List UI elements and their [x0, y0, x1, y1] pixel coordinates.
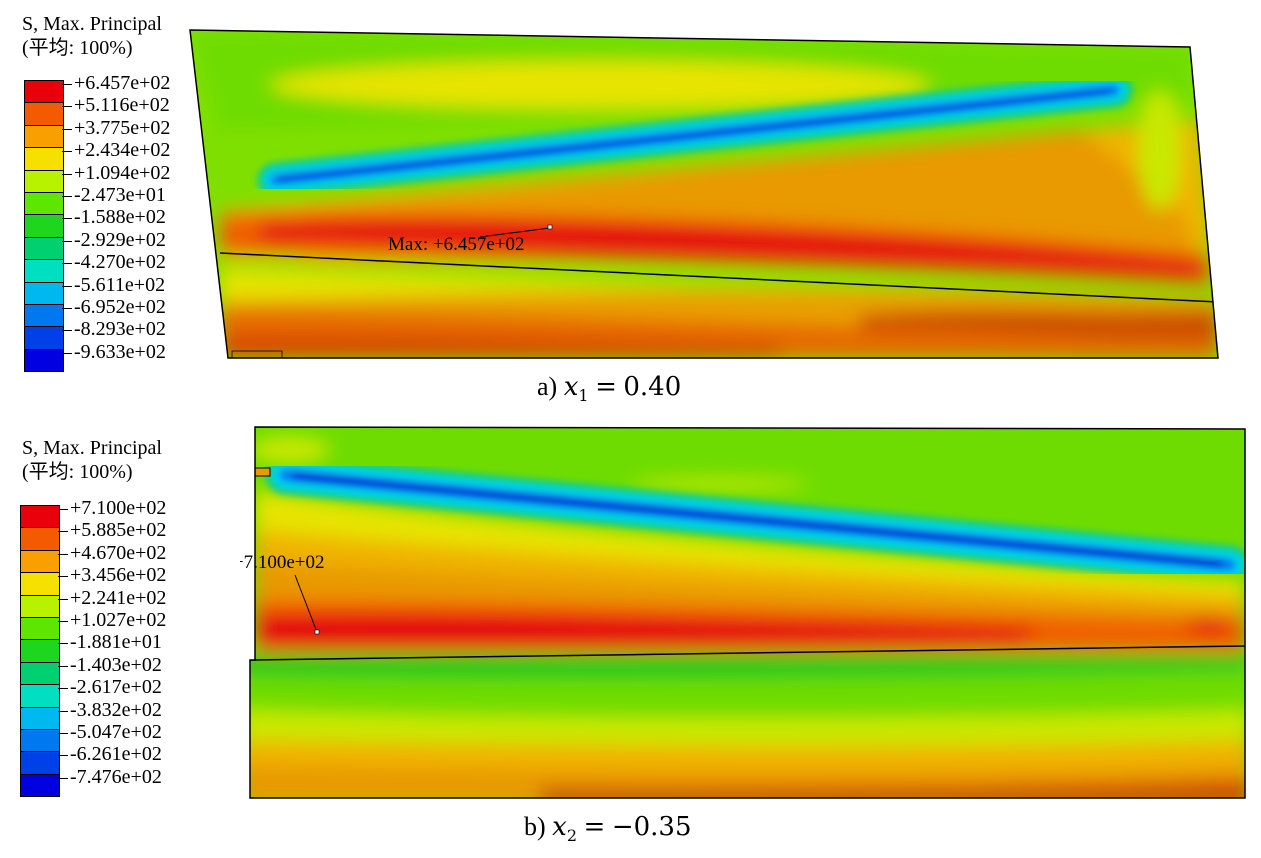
legend-tick-label: -9.633e+02 — [62, 341, 166, 363]
legend-tick-label: +7.100e+02 — [58, 497, 166, 519]
legend-title: S, Max. Principal — [22, 437, 162, 459]
legend-averaging: (平均: 100%) — [22, 461, 133, 483]
caption-equals: = — [595, 372, 617, 402]
legend-tick-label: -8.293e+02 — [62, 318, 166, 340]
legend-tick-label: +2.434e+02 — [62, 139, 170, 161]
legend-swatch — [24, 214, 64, 238]
legend-swatch — [24, 326, 64, 350]
caption-prefix: b) — [524, 812, 546, 841]
legend-title: S, Max. Principal — [22, 13, 162, 35]
contour-plot-a: Max: +6.457e+02 — [189, 29, 1219, 359]
legend-swatch — [24, 80, 64, 104]
legend-tick-label: -1.588e+02 — [62, 206, 166, 228]
legend-tick-label: +2.241e+02 — [58, 587, 166, 609]
legend-swatch — [24, 304, 64, 328]
legend-tick-label: -4.270e+02 — [62, 251, 166, 273]
caption-variable: x — [563, 372, 579, 402]
legend-tick-label: -5.611e+02 — [62, 274, 165, 296]
legend-swatch — [20, 729, 60, 753]
max-leader-a — [479, 227, 551, 238]
legend-tick-label: +3.775e+02 — [62, 117, 170, 139]
legend-swatch — [24, 169, 64, 193]
legend-swatch — [24, 147, 64, 171]
max-leader-b — [294, 574, 318, 633]
legend-swatch — [24, 102, 64, 126]
legend-swatch — [20, 549, 60, 574]
legend-tick-label: -3.832e+02 — [58, 699, 162, 721]
legend-swatch — [24, 236, 64, 261]
legend-swatch — [20, 527, 60, 551]
legend-swatch — [24, 124, 64, 149]
legend-swatch — [20, 639, 60, 663]
max-label-b: Max: +7.100e+02 — [240, 552, 324, 573]
legend-swatch — [20, 617, 60, 641]
legend-swatch — [24, 259, 64, 283]
legend-tick-label: -2.929e+02 — [62, 229, 166, 251]
legend-a: S, Max. Principal (平均: 100%) — [22, 12, 162, 60]
legend-tick-label: -6.261e+02 — [58, 743, 162, 765]
legend-tick-label: +5.116e+02 — [62, 94, 170, 116]
legend-swatch — [24, 192, 64, 216]
legend-tick-label: -1.403e+02 — [58, 654, 162, 676]
caption-value: −0.35 — [611, 812, 692, 842]
caption-equals: = — [583, 812, 606, 842]
legend-averaging: (平均: 100%) — [22, 37, 133, 59]
caption-prefix: a) — [537, 372, 558, 401]
legend-swatch — [20, 751, 60, 775]
legend-tick-label: +1.027e+02 — [58, 609, 166, 631]
legend-swatch — [20, 572, 60, 596]
caption-subscript: 2 — [566, 826, 578, 846]
legend-tick-label: +4.670e+02 — [58, 542, 166, 564]
legend-swatch — [20, 594, 60, 618]
legend-swatch — [20, 706, 60, 730]
caption-variable: x — [552, 812, 567, 842]
legend-tick-label: +5.885e+02 — [58, 519, 166, 541]
legend-tick-label: -7.476e+02 — [58, 766, 162, 788]
legend-swatch — [24, 348, 64, 373]
legend-swatch — [20, 773, 60, 798]
legend-tick-label: -5.047e+02 — [58, 721, 162, 743]
legend-swatch — [20, 661, 60, 686]
legend-tick-label: -2.617e+02 — [58, 676, 162, 698]
legend-swatch — [24, 281, 64, 305]
caption-subscript: 1 — [578, 386, 589, 406]
legend-swatch — [20, 505, 60, 529]
legend-tick-label: -2.473e+01 — [62, 184, 166, 206]
legend-tick-label: +3.456e+02 — [58, 564, 166, 586]
max-label-a: Max: +6.457e+02 — [388, 234, 524, 255]
legend-swatch — [20, 684, 60, 708]
legend-tick-label: +1.094e+02 — [62, 162, 170, 184]
contour-plot-b: Max: +7.100e+02 — [240, 426, 1246, 799]
caption-a: a) x1 = 0.40 — [537, 372, 681, 405]
legend-tick-label: -1.881e+01 — [58, 631, 162, 653]
legend-tick-label: -6.952e+02 — [62, 296, 166, 318]
caption-value: 0.40 — [623, 372, 682, 402]
caption-b: b) x2 = −0.35 — [524, 812, 692, 845]
legend-b: S, Max. Principal (平均: 100%) — [22, 436, 162, 484]
legend-tick-label: +6.457e+02 — [62, 72, 170, 94]
